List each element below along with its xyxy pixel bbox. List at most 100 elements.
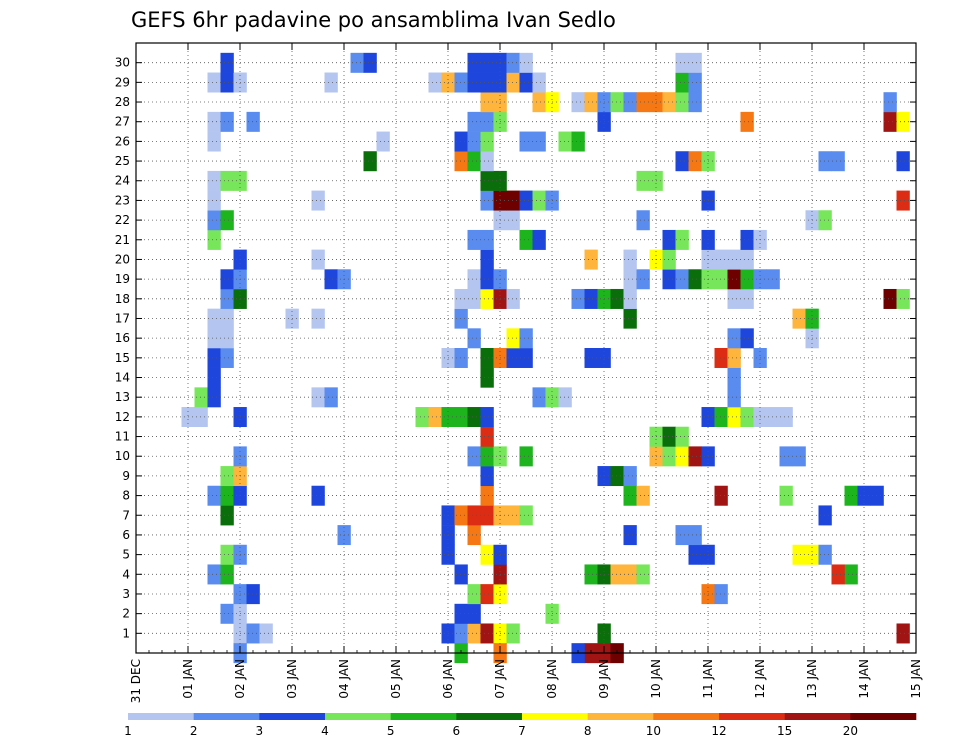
heat-cell	[220, 72, 234, 93]
heat-cell	[519, 190, 533, 211]
heat-cell	[220, 485, 234, 506]
heat-cell	[675, 269, 689, 290]
heat-cell	[454, 348, 468, 368]
heat-cell	[467, 72, 481, 93]
heat-cell	[480, 151, 494, 172]
x-tick-label: 05 JAN	[389, 659, 403, 699]
heat-cell	[220, 111, 234, 132]
heat-cell	[467, 52, 481, 73]
heat-cell	[675, 72, 689, 93]
heat-cell	[454, 151, 468, 172]
heat-cell	[779, 446, 793, 467]
chart-title: GEFS 6hr padavine po ansamblima Ivan Sed…	[131, 8, 616, 32]
x-tick-label: 01 JAN	[181, 659, 195, 699]
y-tick-label: 29	[115, 75, 130, 89]
heat-cell	[220, 269, 234, 290]
x-tick-label: 09 JAN	[597, 659, 611, 699]
heat-cell	[519, 72, 533, 93]
y-tick-label: 24	[115, 174, 130, 188]
heat-cell	[467, 288, 481, 309]
colorbar-swatch	[719, 713, 785, 720]
x-tick-label: 14 JAN	[857, 659, 871, 699]
colorbar-label: 15	[777, 724, 792, 738]
x-tick-label: 04 JAN	[337, 659, 351, 699]
y-tick-label: 26	[115, 134, 130, 148]
heat-cell	[818, 505, 832, 526]
heat-cell	[571, 131, 585, 152]
heat-cell	[506, 52, 520, 73]
y-tick-label: 20	[115, 252, 130, 266]
heat-cell	[519, 348, 533, 368]
heat-cell	[818, 210, 832, 231]
heat-cell	[571, 92, 585, 113]
heat-cell	[675, 426, 689, 447]
heat-cell	[480, 52, 494, 73]
heat-cell	[207, 387, 221, 408]
heat-cell	[883, 92, 897, 113]
heat-cell	[363, 151, 377, 172]
heat-cell	[688, 269, 702, 290]
heat-cell	[350, 52, 364, 73]
x-tick-label: 12 JAN	[753, 659, 767, 699]
heat-cell	[467, 111, 481, 132]
heat-cell	[194, 387, 208, 408]
colorbar-swatch	[850, 713, 917, 720]
heat-cell	[558, 131, 572, 152]
heat-cell	[480, 466, 494, 487]
colorbar-label: 10	[646, 724, 661, 738]
heat-cell	[532, 72, 546, 93]
heat-cell	[610, 92, 624, 113]
heat-cell	[246, 623, 260, 644]
heat-cell	[454, 72, 468, 93]
heat-cell	[532, 92, 546, 113]
heat-cell	[480, 623, 494, 644]
heat-cell	[662, 229, 676, 250]
heat-cell	[480, 131, 494, 152]
colorbar-label: 12	[711, 724, 726, 738]
heat-cell	[519, 229, 533, 250]
heat-cell	[558, 387, 572, 408]
colorbar-label: 7	[518, 724, 526, 738]
heat-cell	[623, 564, 637, 585]
heat-cell	[688, 52, 702, 73]
heat-cell	[454, 308, 468, 329]
heat-cell	[727, 407, 741, 428]
heat-cell	[636, 564, 650, 585]
heat-cell	[831, 151, 845, 172]
heat-cell	[207, 348, 221, 368]
heat-cell	[480, 446, 494, 467]
heat-cell	[506, 328, 520, 349]
heat-cell	[207, 367, 221, 388]
heat-cell	[220, 170, 234, 191]
heat-cell	[727, 288, 741, 309]
y-tick-label: 25	[115, 154, 130, 168]
heat-cell	[688, 544, 702, 565]
heat-cell	[623, 485, 637, 506]
heat-cell	[480, 426, 494, 447]
heat-cell	[467, 525, 481, 546]
heat-cell	[480, 505, 494, 526]
heat-cell	[519, 446, 533, 467]
heat-cell	[220, 308, 234, 329]
heat-cell	[688, 446, 702, 467]
heat-cell	[506, 190, 520, 211]
heat-cell	[207, 328, 221, 349]
heat-cell	[220, 603, 234, 624]
x-tick-label: 13 JAN	[805, 659, 819, 699]
heat-cell	[467, 269, 481, 290]
heat-cell	[740, 269, 754, 290]
heat-cell	[506, 348, 520, 368]
heat-cell	[454, 603, 468, 624]
x-tick-label: 02 JAN	[233, 659, 247, 699]
heat-cell	[480, 348, 494, 368]
x-axis: 31 DEC 01 JAN 02 JAN 03 JAN 04 JAN 05 JAN 06 J…	[129, 43, 923, 703]
heat-cell	[571, 288, 585, 309]
y-tick-label: 23	[115, 193, 130, 207]
x-tick-label: 06 JAN	[441, 659, 455, 699]
heat-cell	[220, 505, 234, 526]
y-tick-label: 17	[115, 311, 130, 325]
heat-cell	[480, 92, 494, 113]
y-tick-label: 16	[115, 331, 130, 345]
y-tick-label: 11	[115, 430, 130, 444]
heat-cell	[454, 131, 468, 152]
